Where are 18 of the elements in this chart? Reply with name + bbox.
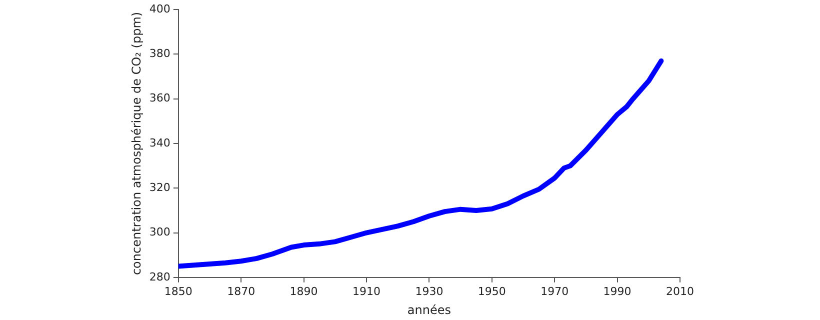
y-tick-label: 380 [149, 47, 170, 60]
x-tick-label: 1870 [227, 284, 256, 298]
x-tick-label: 1930 [415, 284, 444, 298]
y-tick-label: 340 [149, 136, 170, 150]
x-tick-label: 1910 [352, 284, 380, 298]
x-tick-label: 1950 [478, 284, 506, 298]
y-tick-label: 320 [149, 180, 170, 194]
y-tick-label: 400 [149, 2, 170, 16]
x-tick-label: 1970 [540, 284, 569, 298]
x-tick-label: 1990 [603, 284, 632, 298]
y-tick-label: 280 [149, 270, 170, 284]
x-tick-label: 1850 [164, 284, 192, 298]
x-axis-title: années [407, 302, 451, 317]
x-tick-label: 2010 [666, 284, 694, 298]
y-axis-title: concentration atmosphérique de CO₂ (ppm) [129, 12, 144, 276]
y-tick-label: 300 [149, 226, 170, 239]
y-tick-label: 360 [149, 92, 170, 105]
x-tick-label: 1890 [290, 284, 318, 298]
